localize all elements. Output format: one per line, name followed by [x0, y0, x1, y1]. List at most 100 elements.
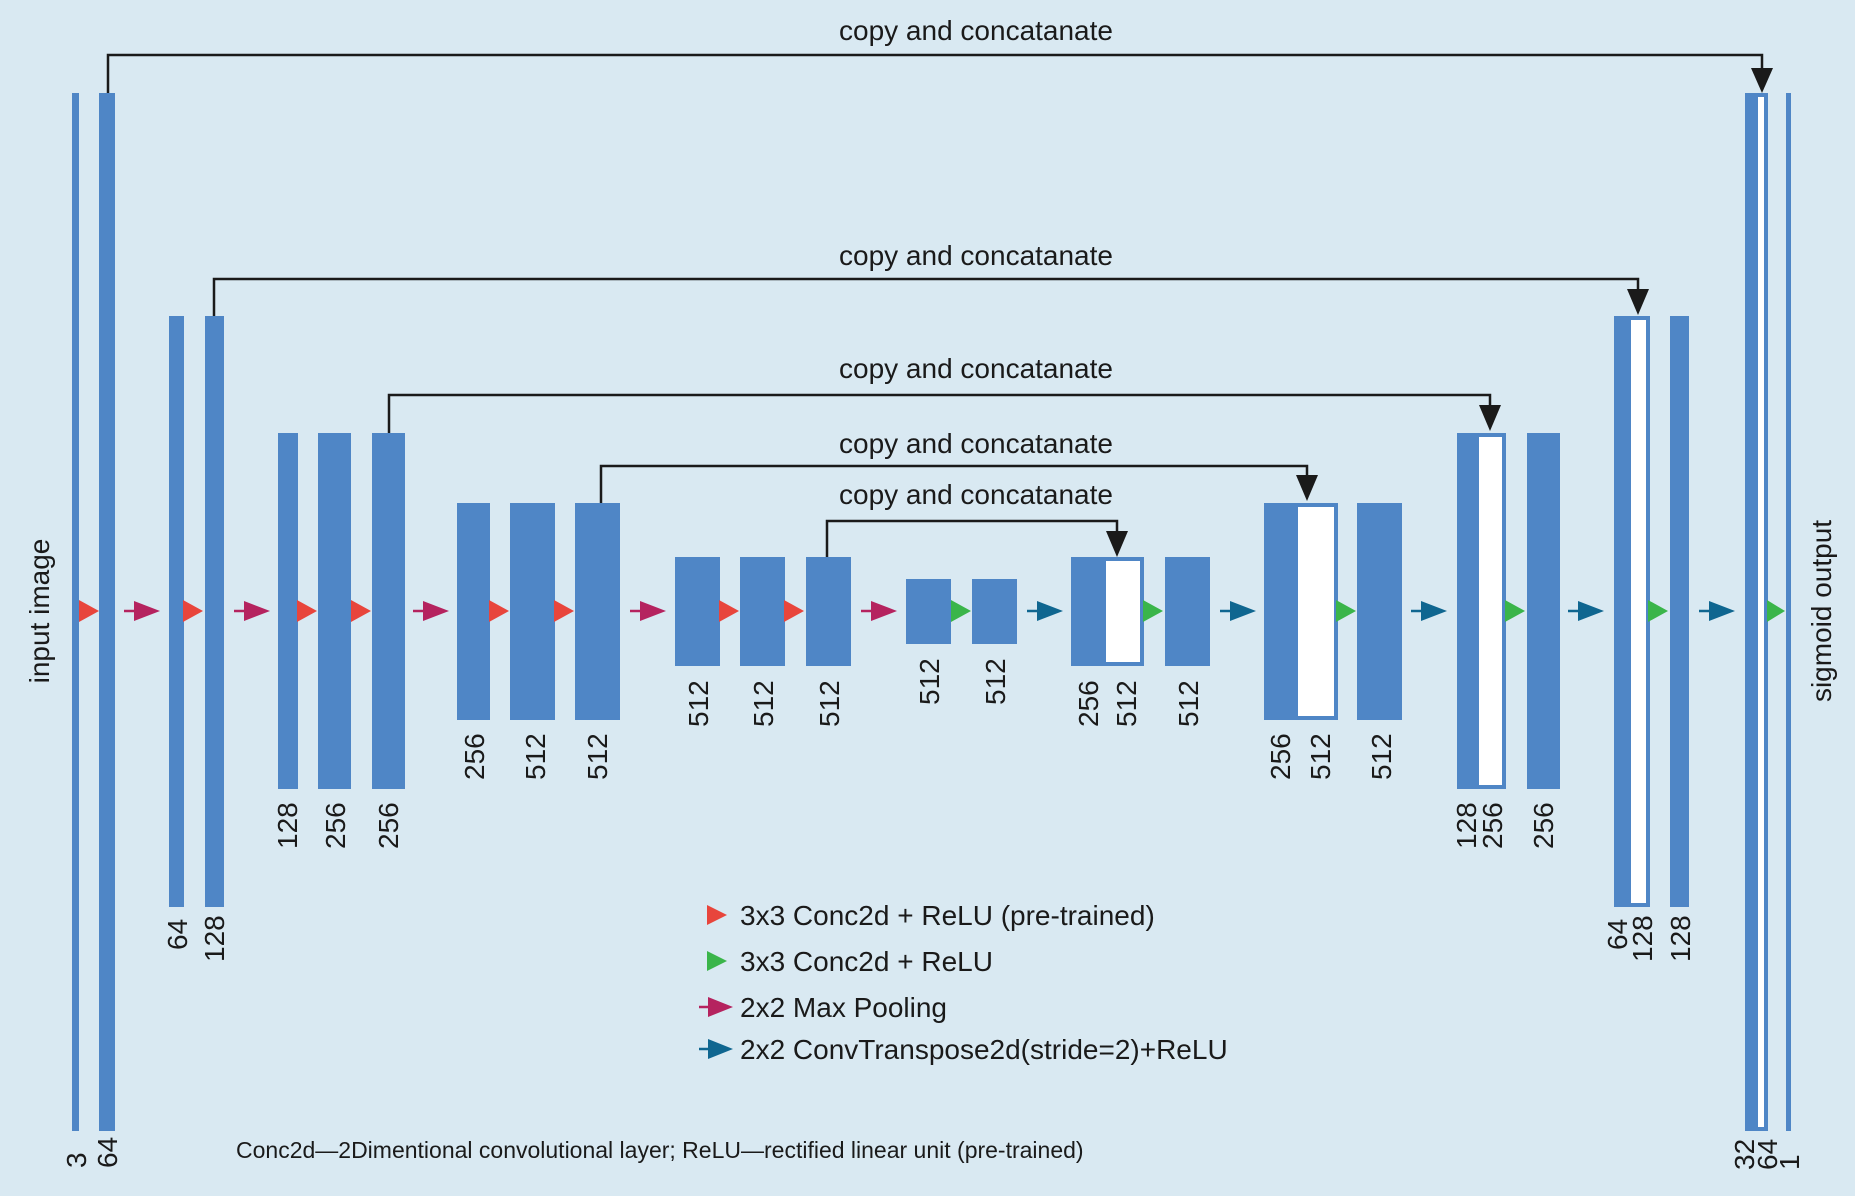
- feature-map: [1457, 433, 1477, 789]
- green-triangle-icon: [707, 951, 727, 971]
- feature-map: [1071, 557, 1104, 666]
- decoder-block-1: 256 512 512: [1071, 557, 1210, 727]
- decoder-block-4: 64 128 128: [1602, 316, 1696, 962]
- skip-line-1: [106, 53, 1764, 93]
- channel-label: 128: [199, 915, 230, 962]
- feature-map: [1264, 503, 1296, 720]
- feature-map: [1614, 316, 1629, 907]
- conv-pretrained-icon: [351, 600, 371, 622]
- channel-label: 256: [1073, 680, 1104, 727]
- channel-label: 128: [1627, 915, 1658, 962]
- conv-pretrained-icon: [719, 600, 739, 622]
- channel-label: 256: [459, 733, 490, 780]
- concatenated-feature-map: [1475, 433, 1506, 789]
- channel-label: 256: [1477, 802, 1508, 849]
- skip-label-1: copy and concatanate: [839, 15, 1113, 46]
- sigmoid-output-label: sigmoid output: [1806, 520, 1837, 702]
- feature-map: [675, 557, 720, 666]
- feature-map: [1745, 93, 1756, 1131]
- maxpool-arrow-icon: [124, 601, 160, 621]
- conv-icon: [1505, 600, 1525, 622]
- feature-map: [906, 579, 951, 644]
- maxpool-arrow-icon: [413, 601, 449, 621]
- decoder-block-2: 256 512 512: [1264, 503, 1402, 780]
- upconv-arrow-icon: [1220, 601, 1256, 621]
- channel-label: 64: [1602, 919, 1633, 950]
- feature-map: [1357, 503, 1402, 720]
- concatenated-feature-map: [1754, 93, 1768, 1131]
- magenta-arrow-icon: [699, 997, 733, 1017]
- channel-label: 256: [1528, 802, 1559, 849]
- skip-label-3: copy and concatanate: [839, 353, 1113, 384]
- channel-label: 64: [92, 1137, 123, 1168]
- concatenated-feature-map: [1102, 557, 1144, 666]
- decoder-block-3: 128 256 256: [1451, 433, 1560, 849]
- skip-line-3: [387, 393, 1492, 433]
- conv-pretrained-icon: [784, 600, 804, 622]
- feature-map: [318, 433, 351, 789]
- skip-label-5: copy and concatanate: [839, 479, 1113, 510]
- skip-arrowhead-1: [1751, 68, 1773, 93]
- conv-icon: [1648, 600, 1668, 622]
- maxpool-arrow-icon: [861, 601, 897, 621]
- feature-map: [372, 433, 405, 789]
- channel-label: 512: [1366, 733, 1397, 780]
- encoder-block-5: 512 512 512: [675, 557, 851, 727]
- feature-map-3: [72, 93, 79, 1131]
- feature-map: [1670, 316, 1689, 907]
- feature-map: [510, 503, 555, 720]
- feature-map: [972, 579, 1017, 644]
- channel-label: 512: [582, 733, 613, 780]
- feature-map: [740, 557, 785, 666]
- conv-pretrained-icon: [79, 600, 99, 622]
- conv-pretrained-icon: [297, 600, 317, 622]
- channel-label: 1: [1774, 1154, 1805, 1170]
- decoder-block-5: 32 64 1: [1729, 93, 1805, 1170]
- legend-item-label: 2x2 ConvTranspose2d(stride=2)+ReLU: [740, 1034, 1228, 1065]
- operation-arrows: [79, 600, 1785, 622]
- upconv-arrow-icon: [1411, 601, 1447, 621]
- legend-item-label: 3x3 Conc2d + ReLU (pre-trained): [740, 900, 1155, 931]
- encoder-block-3: 128 256 256: [272, 433, 405, 849]
- input-image-label: input image: [24, 539, 55, 684]
- conv-pretrained-icon: [183, 600, 203, 622]
- encoder-block-2: 64 128: [162, 316, 230, 962]
- skip-connections: copy and concatanate copy and concatanat…: [106, 15, 1773, 557]
- footnote: Conc2d—2Dimentional convolutional layer;…: [236, 1137, 1084, 1163]
- feature-map: [575, 503, 620, 720]
- skip-arrowhead-2: [1627, 289, 1649, 315]
- skip-line-5: [825, 519, 1119, 557]
- conv-pretrained-icon: [554, 600, 574, 622]
- channel-label: 512: [814, 680, 845, 727]
- channel-label: 512: [520, 733, 551, 780]
- concatenated-feature-map: [1294, 503, 1338, 720]
- legend-item-label: 3x3 Conc2d + ReLU: [740, 946, 993, 977]
- maxpool-arrow-icon: [630, 601, 666, 621]
- feature-map-output: [1786, 93, 1791, 1131]
- channel-label: 64: [1752, 1139, 1783, 1170]
- channel-label: 512: [748, 680, 779, 727]
- upconv-arrow-icon: [1027, 601, 1063, 621]
- conv-icon: [1767, 600, 1785, 622]
- upconv-arrow-icon: [1568, 601, 1604, 621]
- feature-map: [205, 316, 224, 907]
- skip-line-2: [212, 277, 1640, 316]
- skip-arrowhead-4: [1296, 475, 1318, 501]
- red-triangle-icon: [707, 905, 727, 925]
- feature-map: [457, 503, 490, 720]
- feature-map: [1527, 433, 1560, 789]
- feature-map: [1165, 557, 1210, 666]
- channel-label: 3: [61, 1152, 92, 1168]
- channel-label: 256: [1265, 733, 1296, 780]
- channel-label: 512: [1305, 733, 1336, 780]
- feature-map: [278, 433, 298, 789]
- legend: 3x3 Conc2d + ReLU (pre-trained) 3x3 Conc…: [699, 900, 1228, 1065]
- concatenated-feature-map: [1627, 316, 1650, 907]
- feature-map: [806, 557, 851, 666]
- conv-icon: [1143, 600, 1163, 622]
- teal-arrow-icon: [699, 1039, 733, 1059]
- channel-label: 512: [683, 680, 714, 727]
- channel-label: 64: [162, 919, 193, 950]
- encoder-block-1: 3 64: [61, 93, 123, 1168]
